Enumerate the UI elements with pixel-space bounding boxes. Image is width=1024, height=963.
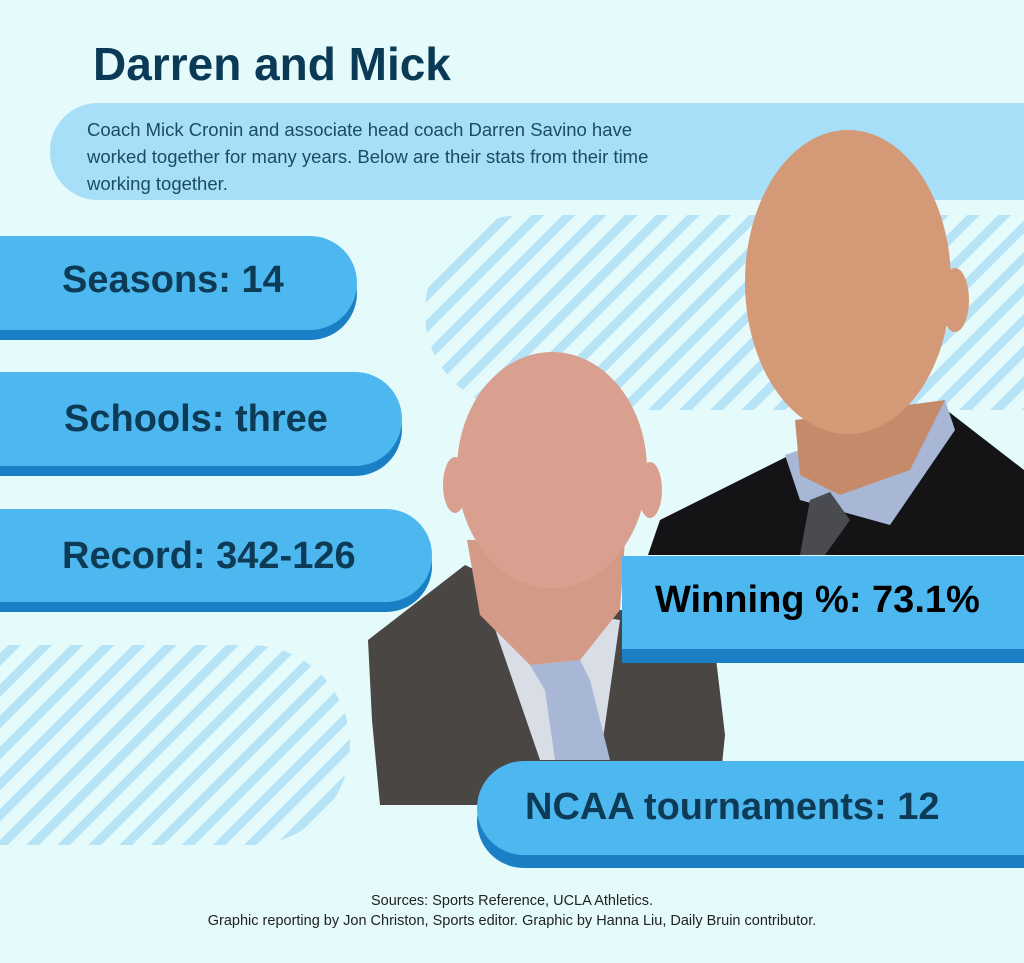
stat-label: NCAA tournaments: 12 — [525, 786, 940, 828]
footer-line: Graphic reporting by Jon Christon, Sport… — [208, 913, 817, 929]
stat-pill: Seasons: 14 — [0, 236, 357, 340]
stat-label: Record: 342-126 — [62, 535, 356, 577]
stat-pill: Winning %: 73.1% — [622, 556, 1024, 663]
stat-pill: Record: 342-126 — [0, 509, 432, 612]
stat-label: Schools: three — [64, 398, 328, 440]
footer-line: Sources: Sports Reference, UCLA Athletic… — [371, 893, 653, 909]
intro-line: worked together for many years. Below ar… — [86, 146, 648, 167]
intro-line: Coach Mick Cronin and associate head coa… — [87, 119, 632, 140]
intro-line: working together. — [86, 173, 228, 194]
title: Darren and Mick — [93, 38, 451, 90]
hatch-area — [0, 645, 350, 845]
stat-pill: NCAA tournaments: 12 — [477, 761, 1024, 868]
stat-label: Winning %: 73.1% — [655, 579, 980, 621]
silhouette — [648, 130, 1024, 555]
stat-label: Seasons: 14 — [62, 259, 284, 301]
stat-pill: Schools: three — [0, 372, 402, 476]
